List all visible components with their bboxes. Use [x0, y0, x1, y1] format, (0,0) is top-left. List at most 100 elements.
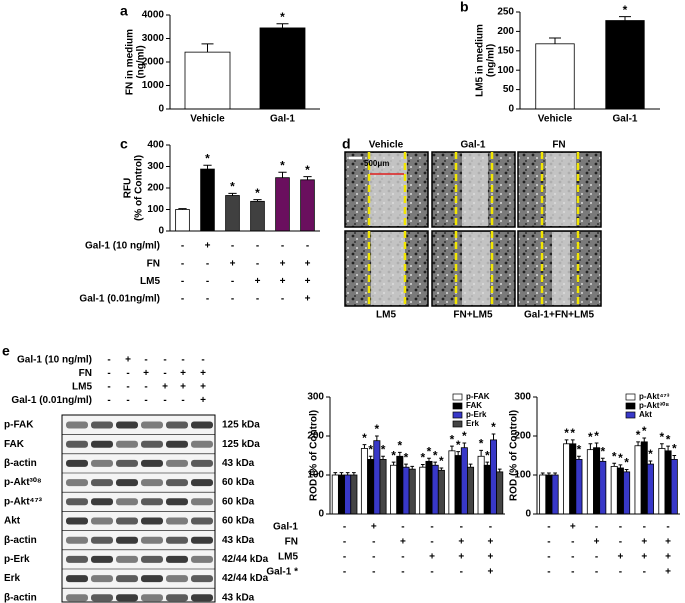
error-bar — [485, 461, 490, 466]
panel-label: c — [120, 136, 128, 152]
panel-label: d — [342, 136, 351, 152]
error-bar — [439, 467, 444, 471]
condition-sign: - — [281, 294, 284, 305]
condition-sign: + — [125, 355, 131, 366]
condition-sign: + — [230, 258, 236, 269]
y-axis-label: (% of Control) — [134, 155, 145, 221]
significance-marker: * — [280, 10, 285, 24]
error-bar — [352, 472, 356, 475]
condition-sign: + — [665, 537, 671, 548]
blot-band — [191, 536, 213, 544]
error-bar — [618, 464, 623, 468]
band-size: 125 kDa — [222, 420, 260, 431]
error-bar — [456, 451, 461, 456]
error-bar — [404, 463, 408, 468]
y-tick-label: 250 — [497, 7, 514, 18]
significance-marker: * — [462, 429, 467, 443]
condition-sign: - — [181, 241, 184, 252]
bar — [408, 468, 416, 515]
panel-label: e — [2, 343, 10, 359]
blot-band — [166, 459, 188, 467]
blot-band — [191, 479, 213, 487]
condition-sign: - — [201, 355, 204, 366]
y-axis-label: LM5 in medium — [475, 24, 486, 97]
bar — [390, 464, 398, 515]
blot-band — [66, 594, 88, 602]
panel-label: a — [120, 3, 128, 19]
bar — [200, 168, 215, 232]
legend-label: p-Erk — [466, 410, 487, 419]
error-bar — [619, 16, 631, 21]
y-tick-label: 0 — [158, 104, 164, 115]
significance-marker: * — [427, 444, 432, 458]
condition-sign: - — [430, 522, 433, 533]
bar — [545, 474, 553, 515]
error-bar — [420, 463, 425, 468]
bar — [605, 20, 645, 110]
bar — [437, 469, 445, 515]
condition-sign: + — [200, 382, 206, 393]
error-bar — [433, 461, 438, 466]
significance-marker: * — [672, 442, 677, 456]
y-tick-label: 400 — [147, 140, 164, 151]
error-bar — [547, 472, 551, 475]
condition-sign: + — [400, 537, 406, 548]
significance-marker: * — [642, 424, 647, 438]
y-tick-label: 300 — [147, 161, 164, 172]
band-size: 125 kDa — [222, 439, 260, 450]
blot-band — [141, 421, 163, 429]
condition-sign: - — [107, 355, 110, 366]
condition-label: FN — [79, 368, 92, 379]
blot-band — [141, 459, 163, 467]
error-bar — [660, 443, 664, 449]
significance-marker: * — [420, 451, 425, 465]
blot-band — [116, 421, 138, 429]
band-label: p-Erk — [4, 554, 30, 565]
significance-marker: * — [205, 151, 210, 165]
condition-sign: + — [487, 552, 493, 563]
condition-sign: + — [305, 276, 311, 287]
blot-band — [91, 440, 113, 448]
significance-marker: * — [305, 163, 310, 177]
blot-band — [166, 498, 188, 506]
y-tick-label: 4000 — [142, 10, 165, 21]
error-bar — [666, 445, 670, 451]
condition-sign: + — [641, 537, 647, 548]
condition-sign: - — [595, 552, 598, 563]
condition-sign: - — [343, 537, 346, 548]
x-tick-label: Vehicle — [190, 114, 225, 125]
y-tick-label: 1000 — [142, 80, 165, 91]
condition-label: FN — [147, 258, 160, 269]
blot-band — [166, 479, 188, 487]
condition-sign: + — [617, 552, 623, 563]
significance-marker: * — [397, 439, 402, 453]
band-label: Erk — [4, 573, 21, 584]
blot-band — [66, 517, 88, 525]
blot-band — [91, 479, 113, 487]
condition-sign: - — [489, 522, 492, 533]
blot-band — [166, 536, 188, 544]
legend-swatch — [452, 402, 463, 410]
bar — [367, 458, 375, 515]
bar — [419, 466, 427, 515]
bar — [275, 177, 290, 232]
condition-sign: - — [181, 395, 184, 406]
blot-band — [91, 421, 113, 429]
condition-sign: - — [343, 522, 346, 533]
significance-marker: * — [456, 438, 461, 452]
condition-sign: - — [206, 294, 209, 305]
y-axis-label: ROD (% of Control) — [309, 410, 320, 501]
condition-label: LM5 — [72, 382, 92, 393]
condition-label: LM5 — [278, 552, 298, 563]
condition-sign: - — [643, 522, 646, 533]
condition-sign: - — [619, 522, 622, 533]
error-bar — [642, 437, 647, 442]
bar — [225, 195, 240, 232]
error-bar — [381, 455, 385, 460]
blot-band — [66, 536, 88, 544]
error-bar — [594, 442, 599, 448]
x-tick-label: Gal-1 — [612, 114, 637, 125]
significance-marker: * — [570, 426, 575, 440]
significance-marker: * — [391, 448, 396, 462]
condition-sign: - — [343, 567, 346, 578]
